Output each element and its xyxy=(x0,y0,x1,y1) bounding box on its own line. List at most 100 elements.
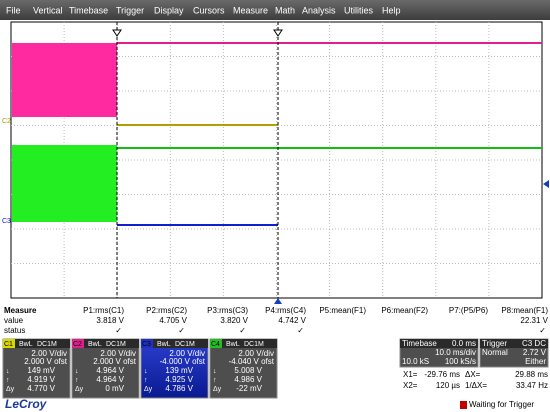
trigger-level-marker xyxy=(543,180,549,188)
channel-tag xyxy=(141,339,153,348)
reading-value: 149 mV xyxy=(27,366,55,375)
channel-coupling: BwL xyxy=(226,341,240,348)
channel-header xyxy=(72,339,139,348)
reading-symbol: ↓ xyxy=(213,368,217,375)
channel-offset: 2.000 V ofst xyxy=(24,357,67,366)
menu-item[interactable]: Trigger xyxy=(116,5,144,15)
trigger-slope: Either xyxy=(525,357,546,366)
param-value: 4.742 V xyxy=(278,316,306,325)
status-indicator xyxy=(460,401,467,409)
channel-name: C3 xyxy=(142,341,151,348)
menu-item[interactable]: Display xyxy=(154,5,184,15)
channel-offset: 2.000 V ofst xyxy=(93,357,136,366)
measure-label: Measure xyxy=(4,306,37,315)
channel-box[interactable] xyxy=(209,338,278,399)
channel-coupling: BwL xyxy=(88,341,102,348)
menu-item[interactable]: Measure xyxy=(233,5,268,15)
trigger-level: 2.72 V xyxy=(523,348,547,357)
channel-tag xyxy=(3,339,15,348)
measure-row-label: value xyxy=(4,316,24,325)
reading-value: 0 mV xyxy=(105,384,124,393)
trace-c1-burst xyxy=(12,43,117,117)
cursor-handles xyxy=(112,29,283,37)
reading-symbol: ↑ xyxy=(75,377,79,384)
reading-value: 4.964 V xyxy=(96,366,124,375)
param-name: P5:mean(F1) xyxy=(319,306,366,315)
reading-value: 4.964 V xyxy=(96,375,124,384)
channel-vdiv: 2.00 V/div xyxy=(238,349,274,358)
channel-header xyxy=(141,339,208,348)
menu-bar xyxy=(0,0,550,20)
cursor-value: -29.76 ms xyxy=(424,370,460,379)
reading-symbol: Δy xyxy=(6,386,15,393)
cursor-label: X1= xyxy=(403,370,418,379)
param-status: ✓ xyxy=(539,326,546,335)
menu-item[interactable]: Analysis xyxy=(302,5,336,15)
menu-item[interactable]: Help xyxy=(382,5,401,15)
channel-name: C4 xyxy=(211,341,220,348)
channel-box[interactable] xyxy=(2,338,71,399)
trace-c4-burst xyxy=(12,145,117,222)
reading-value: -22 mV xyxy=(236,384,262,393)
measure-row-label: status xyxy=(4,326,25,335)
param-name: P6:mean(F2) xyxy=(381,306,428,315)
reading-symbol: ↑ xyxy=(213,377,217,384)
reading-symbol: Δy xyxy=(213,386,222,393)
cursor-label: X2= xyxy=(403,381,418,390)
timebase-label: Timebase xyxy=(402,339,437,348)
channel-name: C1 xyxy=(4,341,13,348)
channel-coupling: DC1M xyxy=(106,341,126,348)
channel-offset: -4.040 V ofst xyxy=(229,357,275,366)
param-value: 4.705 V xyxy=(159,316,187,325)
channel-tag xyxy=(72,339,84,348)
channel-tag xyxy=(210,339,222,348)
channel-header xyxy=(3,339,70,348)
trigger-mode: Normal xyxy=(482,348,508,357)
reading-value: 4.986 V xyxy=(234,375,262,384)
menu-item[interactable]: Vertical xyxy=(33,5,63,15)
param-name: P2:rms(C2) xyxy=(146,306,187,315)
menu-item[interactable]: Utilities xyxy=(344,5,374,15)
reading-symbol: ↓ xyxy=(75,368,79,375)
menu-item[interactable]: File xyxy=(6,5,21,15)
logo: LeCroy xyxy=(5,397,48,411)
param-value: 22.31 V xyxy=(520,316,548,325)
reading-value: 5.008 V xyxy=(234,366,262,375)
channel-offset: -4.000 V ofst xyxy=(160,357,206,366)
cursor-delta-label: ΔX= xyxy=(465,370,481,379)
param-status: ✓ xyxy=(115,326,122,335)
param-status: ✓ xyxy=(239,326,246,335)
param-status: ✓ xyxy=(178,326,185,335)
channel-marker: C2 xyxy=(2,118,11,125)
reading-symbol: ↓ xyxy=(144,368,148,375)
timebase-delay: 0.0 ms xyxy=(452,339,476,348)
menu-item[interactable]: Timebase xyxy=(69,5,108,15)
reading-value: 4.770 V xyxy=(27,384,55,393)
channel-box[interactable] xyxy=(140,338,209,399)
timebase-scale: 10.0 ms/div xyxy=(435,348,476,357)
cursor-delta-label: 1/ΔX= xyxy=(465,381,487,390)
trigger-source: C3 DC xyxy=(522,339,546,348)
channel-name: C2 xyxy=(73,341,82,348)
timebase-rate: 100 kS/s xyxy=(445,357,476,366)
channel-header xyxy=(210,339,277,348)
cursor-delta: 29.88 ms xyxy=(515,370,548,379)
reading-symbol: ↑ xyxy=(144,377,148,384)
status-text: Waiting for Trigger xyxy=(469,400,534,409)
menu-item[interactable]: Math xyxy=(275,5,295,15)
param-name: P8:mean(F1) xyxy=(501,306,548,315)
param-status: ✓ xyxy=(297,326,304,335)
channel-coupling: DC1M xyxy=(244,341,264,348)
reading-value: 4.919 V xyxy=(27,375,55,384)
channel-box[interactable] xyxy=(71,338,140,399)
channel-vdiv: 2.00 V/div xyxy=(31,349,67,358)
timebase-box-header xyxy=(400,339,478,348)
reading-symbol: Δy xyxy=(144,386,153,393)
channel-coupling: DC1M xyxy=(175,341,195,348)
menu-item[interactable]: Cursors xyxy=(193,5,225,15)
param-value: 3.820 V xyxy=(220,316,248,325)
param-name: P3:rms(C3) xyxy=(207,306,248,315)
channel-coupling: BwL xyxy=(157,341,171,348)
param-name: P4:rms(C4) xyxy=(265,306,306,315)
